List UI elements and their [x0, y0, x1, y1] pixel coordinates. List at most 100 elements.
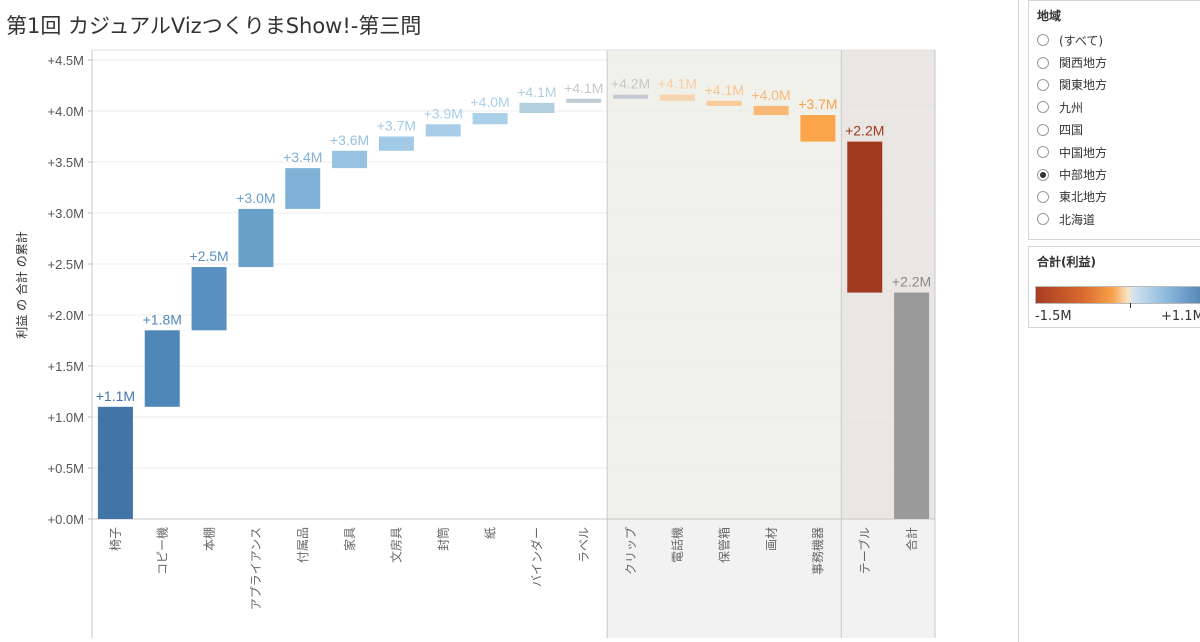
bar — [285, 168, 321, 209]
data-label: +4.0M — [751, 87, 790, 103]
bar — [472, 113, 508, 125]
category-label: 椅子 — [109, 527, 123, 551]
legend-zero-marker — [1130, 303, 1131, 308]
bar — [847, 141, 883, 293]
radio-icon[interactable] — [1037, 213, 1049, 226]
color-legend-panel: 合計(利益) -1.5M +1.1M — [1028, 246, 1200, 328]
bar — [144, 330, 180, 407]
y-tick-label: +0.5M — [48, 461, 85, 476]
data-label: +4.1M — [517, 84, 556, 100]
category-label: 文房具 — [389, 527, 404, 563]
data-label: +3.7M — [798, 96, 837, 112]
bar — [706, 100, 742, 106]
region-option-label: 四国 — [1059, 123, 1084, 138]
y-tick-label: +3.5M — [48, 155, 85, 170]
total-group-axis-background — [841, 519, 935, 638]
category-label: 付属品 — [296, 527, 310, 563]
page-title: 第1回 カジュアルVizつくりまShow!-第三問 — [6, 14, 422, 38]
data-label: +4.2M — [611, 76, 650, 92]
region-option-label: 中国地方 — [1059, 145, 1108, 160]
bar — [613, 94, 649, 99]
legend-gradient-bar — [1035, 286, 1200, 304]
category-label: 画材 — [764, 527, 778, 551]
bar — [332, 150, 368, 169]
y-tick-label: +2.0M — [48, 308, 85, 323]
region-option[interactable]: 中国地方 — [1029, 141, 1200, 163]
region-option-label: (すべて) — [1059, 33, 1104, 48]
bar — [800, 115, 836, 142]
y-tick-label: +3.0M — [48, 206, 85, 221]
category-label: コピー機 — [154, 527, 169, 575]
data-label: +2.2M — [892, 274, 931, 290]
category-label: 本棚 — [201, 527, 216, 551]
category-label: 合計 — [904, 527, 919, 551]
y-tick-label: +1.0M — [48, 410, 85, 425]
y-tick-label: +2.5M — [48, 257, 85, 272]
data-label: +1.8M — [143, 311, 182, 327]
radio-selected-icon[interactable] — [1037, 168, 1049, 181]
radio-icon[interactable] — [1037, 78, 1049, 91]
radio-icon[interactable] — [1037, 34, 1049, 47]
waterfall-chart: +0.0M +0.5M +1.0M +1.5M +2.0M +2.5M +3.0M +3.5M… — [14, 49, 936, 638]
category-label: 保管箱 — [716, 527, 731, 563]
bar — [425, 124, 461, 137]
data-label: +4.1M — [705, 82, 744, 98]
y-tick-label: +1.5M — [48, 359, 85, 374]
region-option[interactable]: 中部地方 — [1029, 163, 1200, 185]
data-label: +3.9M — [424, 105, 463, 121]
category-label: 紙 — [482, 527, 497, 539]
y-tick-label: +0.0M — [48, 512, 85, 527]
data-label: +3.6M — [330, 132, 369, 148]
category-label: 電話機 — [670, 527, 685, 563]
region-option[interactable]: 関東地方 — [1029, 74, 1200, 96]
data-label: +3.7M — [377, 118, 416, 134]
region-option-label: 北海道 — [1059, 212, 1096, 227]
region-option-label: 東北地方 — [1059, 190, 1108, 205]
category-label: 封筒 — [435, 527, 450, 551]
legend-max-label: +1.1M — [1161, 309, 1200, 324]
region-option[interactable]: (すべて) — [1029, 29, 1200, 51]
bar — [566, 98, 602, 103]
bar — [97, 406, 133, 519]
region-option[interactable]: 東北地方 — [1029, 186, 1200, 208]
data-label: +1.1M — [96, 388, 135, 404]
panel-divider — [1018, 0, 1019, 642]
radio-icon[interactable] — [1037, 123, 1049, 136]
bar — [753, 105, 789, 116]
category-label: 家具 — [342, 527, 357, 551]
region-filter-list: (すべて) 関西地方 関東地方九州四国中国地方中部地方東北地方北海道 — [1029, 29, 1200, 231]
category-label: クリップ — [624, 527, 638, 575]
region-option[interactable]: 九州 — [1029, 96, 1200, 118]
data-label: +4.1M — [564, 80, 603, 96]
region-option[interactable]: 関西地方 — [1029, 51, 1200, 73]
data-label: +3.0M — [236, 190, 275, 206]
radio-icon[interactable] — [1037, 190, 1049, 203]
y-tick-label: +4.5M — [48, 53, 85, 68]
region-option[interactable]: 四国 — [1029, 119, 1200, 141]
category-label: アプライアンス — [249, 527, 263, 610]
data-label: +3.4M — [283, 149, 322, 165]
radio-icon[interactable] — [1037, 146, 1049, 159]
data-label: +2.2M — [845, 123, 884, 139]
region-option-label: 九州 — [1059, 100, 1084, 115]
bar — [519, 102, 555, 114]
data-label: +4.1M — [658, 76, 697, 92]
radio-icon[interactable] — [1037, 56, 1049, 69]
legend-min-label: -1.5M — [1035, 309, 1072, 324]
radio-icon[interactable] — [1037, 101, 1049, 114]
category-label: テーブル — [857, 527, 872, 574]
legend-title: 合計(利益) — [1037, 255, 1096, 269]
region-option-label: 中部地方 — [1059, 168, 1108, 183]
region-option[interactable]: 北海道 — [1029, 208, 1200, 230]
bar — [238, 208, 274, 268]
category-label: バインダー — [529, 527, 544, 587]
data-label: +4.0M — [470, 94, 509, 110]
data-label: +2.5M — [189, 248, 228, 264]
region-filter-panel: 地域 (すべて) 関西地方 関東地方九州四国中国地方中部地方東北地方北海道 — [1028, 0, 1200, 240]
region-filter-title: 地域 — [1037, 9, 1062, 23]
bar — [659, 94, 695, 101]
y-axis-title: 利益 の 合計 の累計 — [14, 231, 29, 338]
y-tick-label: +4.0M — [48, 104, 85, 119]
bar — [894, 292, 930, 519]
bar — [378, 136, 414, 151]
